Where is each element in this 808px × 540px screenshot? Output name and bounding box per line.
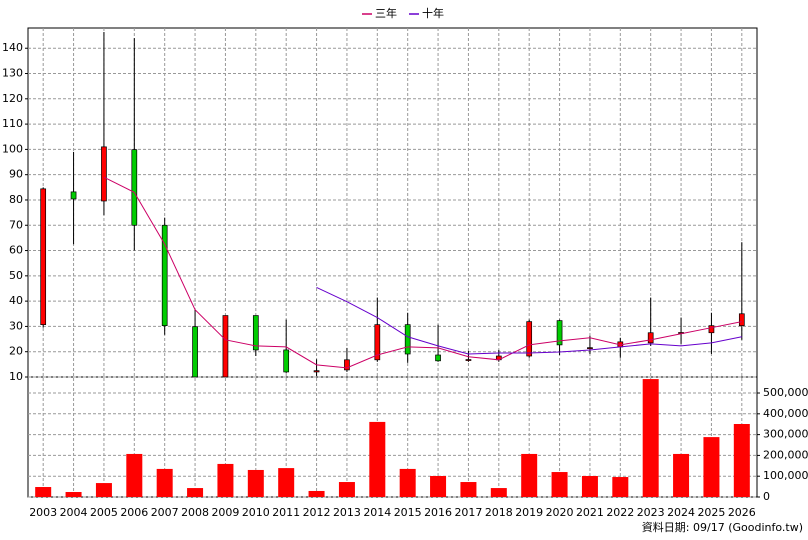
plot-frame <box>27 27 758 498</box>
y-tick-label: 20 <box>9 345 23 358</box>
volume-tick-label: 100,000 <box>763 469 808 482</box>
x-tick-label: 2018 <box>485 506 513 519</box>
volume-bar <box>430 475 447 497</box>
candle-body <box>526 321 533 357</box>
legend-label: 三年 <box>375 6 397 20</box>
candle-body <box>587 347 593 350</box>
y-tick-label: 90 <box>9 168 23 181</box>
candle-body <box>344 359 350 371</box>
volume-tick-label: 300,000 <box>763 428 808 441</box>
candle-body <box>131 149 138 226</box>
volume-bar <box>642 379 659 497</box>
x-tick-label: 2024 <box>667 506 695 519</box>
candle-body <box>252 315 259 351</box>
volume-bar <box>460 482 477 497</box>
candle-body <box>313 370 320 373</box>
volume-bar <box>551 472 568 497</box>
x-tick-label: 2012 <box>303 506 331 519</box>
candle-body <box>465 359 472 361</box>
volume-bar <box>338 482 355 497</box>
ma-line <box>316 287 742 355</box>
y-tick-label: 130 <box>2 67 23 80</box>
volume-bar <box>612 477 629 497</box>
x-tick-label: 2007 <box>151 506 179 519</box>
x-tick-label: 2004 <box>60 506 88 519</box>
volume-bar <box>156 468 173 497</box>
x-tick-label: 2005 <box>90 506 118 519</box>
x-tick-label: 2013 <box>333 506 361 519</box>
y-tick-label: 80 <box>9 193 23 206</box>
x-tick-label: 2008 <box>181 506 209 519</box>
x-tick-label: 2014 <box>363 506 391 519</box>
x-tick-label: 2022 <box>606 506 634 519</box>
x-tick-label: 2015 <box>394 506 422 519</box>
volume-bar <box>126 453 143 497</box>
volume-bar <box>35 487 52 497</box>
candle-body <box>283 349 290 373</box>
volume-bar <box>217 463 234 497</box>
candle-body <box>161 224 168 327</box>
x-tick-label: 2019 <box>515 506 543 519</box>
footnote: 資料日期: 09/17 (Goodinfo.tw) <box>642 520 803 534</box>
candle-body <box>708 325 715 334</box>
volume-tick-label: 500,000 <box>763 386 808 399</box>
volume-bar <box>399 468 416 497</box>
volume-bar <box>581 475 598 497</box>
y-tick-label: 10 <box>9 370 23 383</box>
volume-bar <box>703 437 720 497</box>
x-tick-label: 2023 <box>637 506 665 519</box>
volume-bar <box>733 424 750 497</box>
volume-tick-label: 200,000 <box>763 448 808 461</box>
y-tick-label: 50 <box>9 269 23 282</box>
x-tick-label: 2010 <box>242 506 270 519</box>
x-tick-label: 2017 <box>454 506 482 519</box>
legend-label: 十年 <box>422 6 444 20</box>
y-tick-label: 140 <box>2 41 23 54</box>
x-tick-label: 2011 <box>272 506 300 519</box>
candle-body <box>374 324 381 361</box>
candle-body <box>404 324 411 355</box>
candle-body <box>40 188 47 325</box>
volume-tick-label: 400,000 <box>763 407 808 420</box>
volume-bar <box>65 492 82 497</box>
candle-body <box>192 326 198 378</box>
candle-body <box>101 146 107 202</box>
x-tick-label: 2003 <box>29 506 57 519</box>
ma-line <box>103 176 742 369</box>
y-tick-label: 40 <box>9 294 23 307</box>
candle-body <box>222 315 229 378</box>
volume-bar <box>369 421 386 497</box>
candle-body <box>556 320 563 346</box>
x-tick-label: 2009 <box>211 506 239 519</box>
x-tick-label: 2026 <box>728 506 756 519</box>
y-tick-label: 110 <box>2 117 23 130</box>
volume-bar <box>278 468 295 497</box>
x-tick-label: 2006 <box>120 506 148 519</box>
volume-bar <box>521 453 538 497</box>
y-tick-label: 100 <box>2 142 23 155</box>
volume-bar <box>308 490 325 497</box>
x-tick-label: 2020 <box>546 506 574 519</box>
candle-body <box>647 332 654 344</box>
x-tick-label: 2016 <box>424 506 452 519</box>
candle-body <box>435 354 441 362</box>
candle-body <box>738 313 745 327</box>
volume-tick-label: 0 <box>763 490 770 503</box>
volume-bar <box>187 488 204 497</box>
y-tick-label: 70 <box>9 218 23 231</box>
y-tick-label: 30 <box>9 319 23 332</box>
volume-bar <box>247 469 264 497</box>
x-tick-label: 2025 <box>697 506 725 519</box>
volume-bar <box>95 483 112 497</box>
candle-body <box>70 191 77 200</box>
x-tick-label: 2021 <box>576 506 604 519</box>
volume-bar <box>673 453 690 497</box>
y-tick-label: 120 <box>2 92 23 105</box>
y-tick-label: 60 <box>9 244 23 257</box>
volume-bar <box>490 488 507 497</box>
